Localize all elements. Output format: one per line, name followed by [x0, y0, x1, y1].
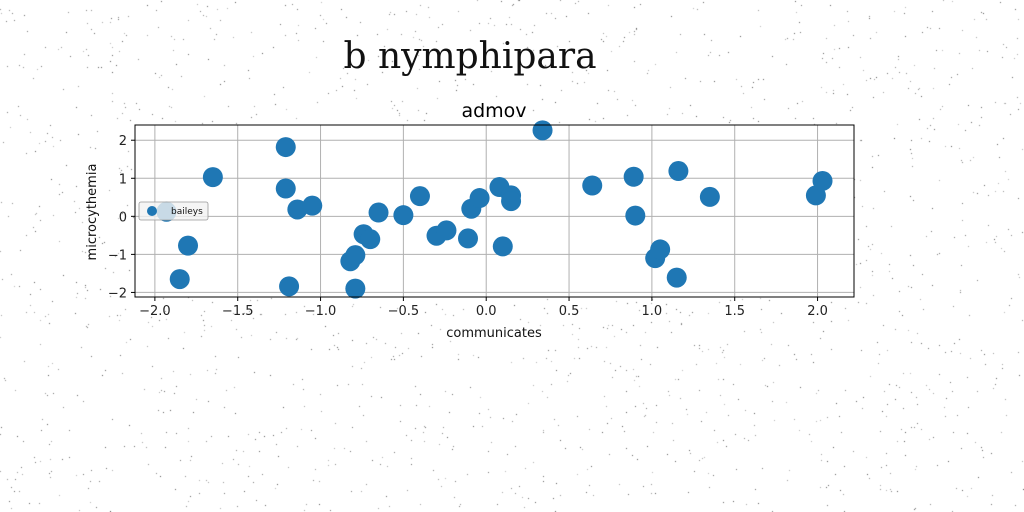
y-tick-label: 1 [119, 172, 127, 187]
data-point [699, 186, 720, 207]
plot-frame [134, 124, 855, 298]
x-tick-label: −2.0 [139, 304, 171, 319]
x-tick-label: −1.0 [305, 304, 337, 319]
data-point [436, 220, 457, 241]
data-point [345, 245, 366, 266]
y-axis-ticks: −2 −1 0 1 2 [108, 134, 135, 301]
y-tick-label: −2 [108, 286, 127, 301]
data-point [650, 239, 671, 260]
x-tick-label: 1.0 [642, 304, 663, 319]
data-point [469, 188, 490, 209]
data-point [302, 195, 323, 216]
y-axis-label: microcythemia [85, 164, 100, 261]
y-tick-label: 2 [119, 134, 127, 149]
x-tick-label: 0.0 [476, 304, 497, 319]
data-point [666, 267, 687, 288]
legend: baileys [138, 201, 209, 221]
data-point [178, 235, 199, 256]
data-point [279, 276, 300, 297]
data-point [202, 167, 223, 188]
grid-lines [135, 125, 854, 297]
data-point [812, 170, 833, 191]
legend-box [138, 201, 209, 221]
data-point [409, 186, 430, 207]
x-tick-label: 1.5 [724, 304, 745, 319]
x-tick-label: 0.5 [559, 304, 580, 319]
figure-title: b nymphipara [343, 36, 597, 77]
data-point [275, 178, 296, 199]
data-point [393, 205, 414, 226]
data-point [668, 161, 689, 182]
legend-marker [147, 206, 157, 216]
data-point [623, 166, 644, 187]
x-tick-label: 2.0 [807, 304, 828, 319]
plot-area [135, 125, 854, 297]
data-point [492, 236, 513, 257]
data-point [457, 228, 478, 249]
data-point [582, 175, 603, 196]
legend-label: baileys [171, 207, 203, 217]
data-point [275, 137, 296, 158]
chart-title: admov [461, 100, 526, 122]
data-point [625, 205, 646, 226]
data-point [345, 278, 366, 299]
data-point [501, 191, 522, 212]
x-axis-label: communicates [446, 326, 542, 341]
data-point [169, 269, 190, 290]
x-tick-label: −0.5 [388, 304, 420, 319]
data-points [156, 120, 833, 299]
x-axis-ticks: −2.0 −1.5 −1.0 −0.5 0.0 0.5 1.0 1.5 2.0 [139, 297, 828, 319]
data-point [360, 229, 381, 250]
y-tick-label: −1 [108, 248, 127, 263]
data-point [532, 120, 553, 141]
data-point [368, 202, 389, 223]
y-tick-label: 0 [119, 210, 127, 225]
x-tick-label: −1.5 [222, 304, 254, 319]
